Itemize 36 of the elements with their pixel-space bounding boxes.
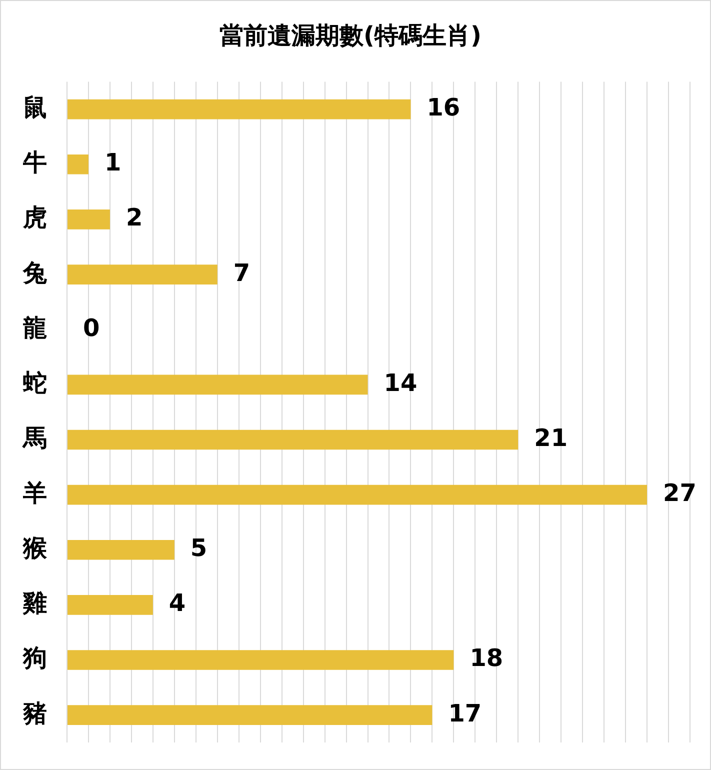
data-label: 7	[233, 258, 250, 287]
data-label: 2	[126, 204, 143, 232]
bar	[68, 374, 368, 395]
y-tick-label: 羊	[22, 479, 47, 508]
bar	[68, 484, 648, 505]
y-tick-label: 蛇	[22, 368, 47, 397]
bar	[68, 210, 110, 230]
y-tick-label: 豬	[22, 699, 47, 728]
data-label: 21	[534, 424, 568, 452]
y-tick-label: 雞	[22, 589, 47, 618]
data-label: 17	[448, 699, 482, 728]
y-tick-label: 兔	[22, 258, 48, 287]
bar	[68, 99, 411, 120]
y-tick-label: 鼠	[23, 94, 47, 122]
bar	[68, 705, 432, 725]
data-label: 4	[168, 589, 186, 618]
y-tick-label: 虎	[22, 204, 47, 232]
y-tick-label: 狗	[22, 644, 47, 672]
chart-title: 當前遺漏期數(特碼生肖)	[220, 22, 482, 50]
y-tick-label: 馬	[22, 424, 47, 452]
y-tick-label: 牛	[22, 148, 47, 177]
bar	[68, 264, 218, 284]
data-label: 14	[384, 368, 418, 397]
bar	[68, 430, 518, 450]
y-tick-label: 猴	[22, 534, 48, 562]
bar	[68, 650, 454, 670]
bar	[68, 540, 174, 560]
data-label: 27	[663, 479, 696, 508]
y-tick-label: 龍	[22, 314, 47, 342]
data-label: 1	[104, 148, 122, 177]
bar	[68, 595, 153, 615]
data-label: 18	[470, 644, 504, 672]
data-label: 16	[426, 94, 460, 122]
data-label: 5	[190, 534, 208, 562]
bar	[68, 154, 88, 174]
data-label: 0	[83, 314, 100, 342]
